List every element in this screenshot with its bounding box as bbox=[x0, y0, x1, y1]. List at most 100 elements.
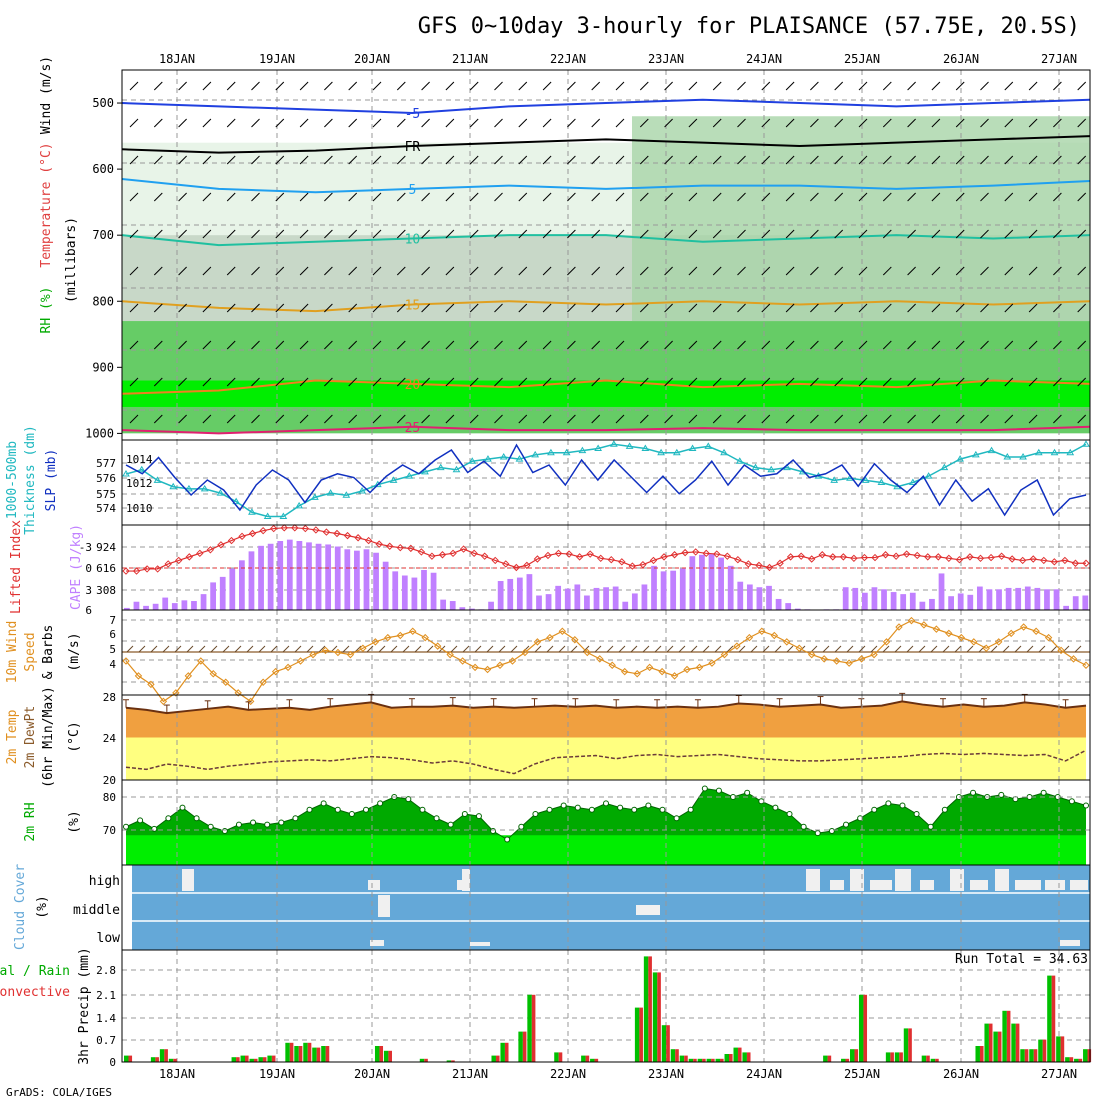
rh-point bbox=[1083, 802, 1089, 809]
precip-total-bar bbox=[1065, 1057, 1070, 1062]
thickness-point bbox=[405, 472, 414, 479]
wind-barb bbox=[348, 377, 358, 387]
cloud-fill bbox=[895, 869, 911, 891]
wind-speed-point bbox=[857, 655, 866, 663]
temp-area bbox=[126, 701, 1086, 738]
wind-speed-point bbox=[845, 659, 853, 667]
thickness-point bbox=[310, 493, 319, 500]
rh-point bbox=[475, 813, 482, 820]
precip-total-bar bbox=[500, 1042, 505, 1062]
rh-point bbox=[828, 828, 835, 834]
cape-bar bbox=[191, 601, 197, 610]
wind-speed-point bbox=[384, 633, 392, 642]
cape-bar bbox=[124, 607, 130, 610]
wind-barb bbox=[1004, 81, 1014, 91]
li-point bbox=[248, 529, 257, 538]
wind-barb bbox=[931, 118, 941, 128]
wind-barb bbox=[810, 340, 819, 350]
wind-speed-point bbox=[932, 625, 941, 633]
cape-bar bbox=[267, 543, 274, 610]
precip-total-bar bbox=[984, 1023, 989, 1062]
cape-bar bbox=[689, 556, 696, 610]
li-point bbox=[618, 558, 626, 566]
wind-barb bbox=[469, 118, 479, 128]
precip-total-bar bbox=[724, 1054, 729, 1062]
precip-conv-bar bbox=[164, 1049, 168, 1062]
dewpt-line bbox=[125, 749, 1087, 775]
wind-barb bbox=[1053, 414, 1062, 424]
wind-tick: 5 bbox=[109, 643, 116, 656]
cloud-fill bbox=[920, 880, 934, 890]
wind-speed-point bbox=[1069, 655, 1078, 663]
cape-bar bbox=[756, 587, 763, 610]
li-point bbox=[153, 565, 162, 573]
surface-wind-barb bbox=[210, 645, 218, 653]
precip-total-bar bbox=[1020, 1049, 1025, 1062]
li-point bbox=[523, 561, 531, 570]
thickness-point bbox=[122, 470, 130, 477]
wind-barb bbox=[882, 192, 892, 202]
wind-barb bbox=[639, 414, 649, 424]
precip-total-bar bbox=[921, 1055, 927, 1062]
cape-bar bbox=[401, 575, 408, 610]
date-top: 27JAN bbox=[1041, 52, 1077, 66]
thickness-tick: 575 bbox=[96, 488, 116, 501]
wind-speed-point bbox=[147, 680, 155, 689]
thickness-point bbox=[1034, 448, 1043, 456]
wind-barb bbox=[810, 414, 819, 424]
thickness-point bbox=[279, 512, 288, 519]
precip-conv-bar bbox=[531, 994, 536, 1062]
surface-wind-barb bbox=[1038, 645, 1046, 653]
li-point bbox=[175, 556, 183, 565]
label-slp: SLP (mb) bbox=[44, 449, 59, 512]
rh-point bbox=[645, 802, 652, 809]
wind-barb bbox=[275, 81, 285, 91]
cape-bar bbox=[258, 545, 264, 610]
wind-barb bbox=[664, 303, 673, 313]
wind-barb bbox=[639, 340, 649, 350]
surface-wind-barb bbox=[726, 645, 734, 653]
wind-barb bbox=[567, 303, 576, 313]
wind-barb bbox=[664, 155, 673, 165]
cape-bar bbox=[881, 589, 887, 610]
wind-barb bbox=[396, 192, 406, 202]
wind-barb bbox=[129, 377, 139, 387]
rh-point bbox=[235, 821, 242, 828]
wind-barb bbox=[785, 303, 795, 313]
li-tick: 3 bbox=[85, 584, 92, 597]
cape-bar bbox=[526, 574, 533, 610]
cape-bar bbox=[890, 592, 897, 610]
precip-conv-bar bbox=[639, 1007, 643, 1062]
precip-total-bar bbox=[643, 956, 649, 1062]
li-point bbox=[597, 554, 605, 562]
li-point bbox=[417, 548, 426, 556]
wind-barb bbox=[955, 118, 965, 128]
precip-total-bar bbox=[249, 1058, 254, 1062]
cape-bar bbox=[651, 565, 657, 610]
surface-wind-barb bbox=[234, 645, 242, 653]
label-speed: Speed bbox=[23, 632, 38, 671]
slp-line bbox=[125, 443, 1087, 517]
cape-bar bbox=[344, 549, 351, 610]
surface-wind-barb bbox=[846, 645, 854, 653]
precip-conv-bar bbox=[451, 1060, 455, 1062]
precip-total-bar bbox=[706, 1058, 712, 1062]
cape-bar bbox=[536, 595, 542, 610]
wind-barb bbox=[396, 81, 406, 91]
precip-conv-bar bbox=[729, 1054, 733, 1062]
thickness-point bbox=[767, 465, 776, 473]
rh-point bbox=[405, 796, 412, 803]
rh-point bbox=[701, 785, 708, 792]
date-bottom: 21JAN bbox=[452, 1067, 488, 1081]
rh-point bbox=[546, 806, 553, 813]
wind-barb bbox=[542, 229, 552, 239]
cloud-fill bbox=[1045, 880, 1065, 890]
wind-speed-point bbox=[321, 646, 330, 655]
wind-barb bbox=[518, 266, 528, 276]
wind-barb bbox=[324, 155, 333, 165]
thickness-tick: 577 bbox=[96, 457, 116, 470]
precip-conv-bar bbox=[1033, 1049, 1038, 1062]
precip-total-bar bbox=[258, 1057, 263, 1062]
wind-barb bbox=[251, 414, 260, 424]
cape-bar bbox=[152, 603, 159, 610]
